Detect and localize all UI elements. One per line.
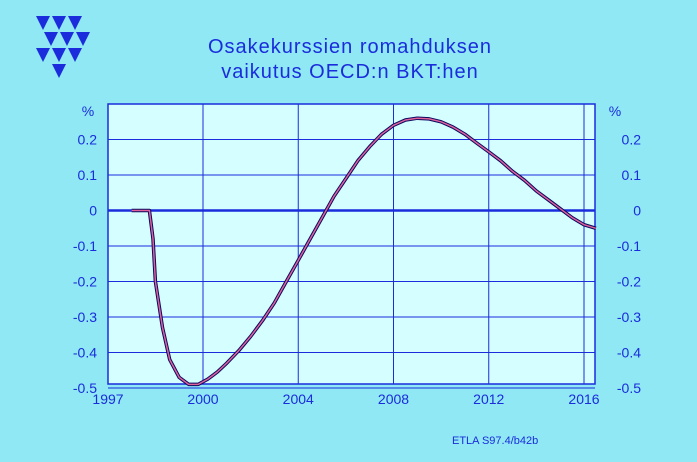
x-axis: 1997 2000 2004 2008 2012 2016 xyxy=(92,391,599,407)
y-tick-label-left: 0.1 xyxy=(78,167,98,183)
y-tick-label-left: -0.2 xyxy=(73,274,97,290)
x-tick-label: 2012 xyxy=(473,391,504,407)
x-tick-label: 2000 xyxy=(187,391,218,407)
y-tick-label-left: -0.1 xyxy=(73,238,97,254)
gridlines xyxy=(108,104,595,389)
unit-labels: %% xyxy=(82,103,621,119)
plot-area xyxy=(107,103,596,385)
y-tick-label-right: -0.4 xyxy=(617,345,641,361)
series-group xyxy=(131,116,597,387)
etla-logo-icon xyxy=(36,16,90,78)
source-note: ETLA S97.4/b42b xyxy=(452,435,539,447)
y-tick-label-left: 0.2 xyxy=(78,132,98,148)
chart-title-line-2: vaikutus OECD:n BKT:hen xyxy=(221,61,479,83)
x-tick-label: 2016 xyxy=(568,391,599,407)
series-line-0 xyxy=(131,117,597,386)
y-tick-label-right: 0 xyxy=(633,203,641,219)
chart-title-line-1: Osakekurssien romahduksen xyxy=(207,36,492,58)
y-tick-label-left: 0 xyxy=(89,203,97,219)
y-tick-label-left: -0.4 xyxy=(73,345,97,361)
y-tick-label-right: 0.1 xyxy=(622,167,642,183)
x-tick-label: 2004 xyxy=(283,391,314,407)
x-tick-label: 1997 xyxy=(92,391,123,407)
y-tick-label-right: -0.2 xyxy=(617,274,641,290)
y-tick-label-left: -0.3 xyxy=(73,309,97,325)
y-unit-label-left: % xyxy=(82,103,94,119)
y-unit-label-right: % xyxy=(609,103,621,119)
y-tick-label-right: -0.5 xyxy=(617,380,641,396)
y-tick-label-right: 0.2 xyxy=(622,132,642,148)
y-tick-label-left: -0.5 xyxy=(73,380,97,396)
y-tick-label-right: -0.3 xyxy=(617,309,641,325)
y-tick-label-right: -0.1 xyxy=(617,238,641,254)
y-axis-left: 0.2 0.1 0 -0.1 -0.2 -0.3 -0.4 -0.5 xyxy=(73,132,97,397)
x-tick-label: 2008 xyxy=(378,391,409,407)
y-axis-right: 0.2 0.1 0 -0.1 -0.2 -0.3 -0.4 -0.5 xyxy=(617,132,641,397)
